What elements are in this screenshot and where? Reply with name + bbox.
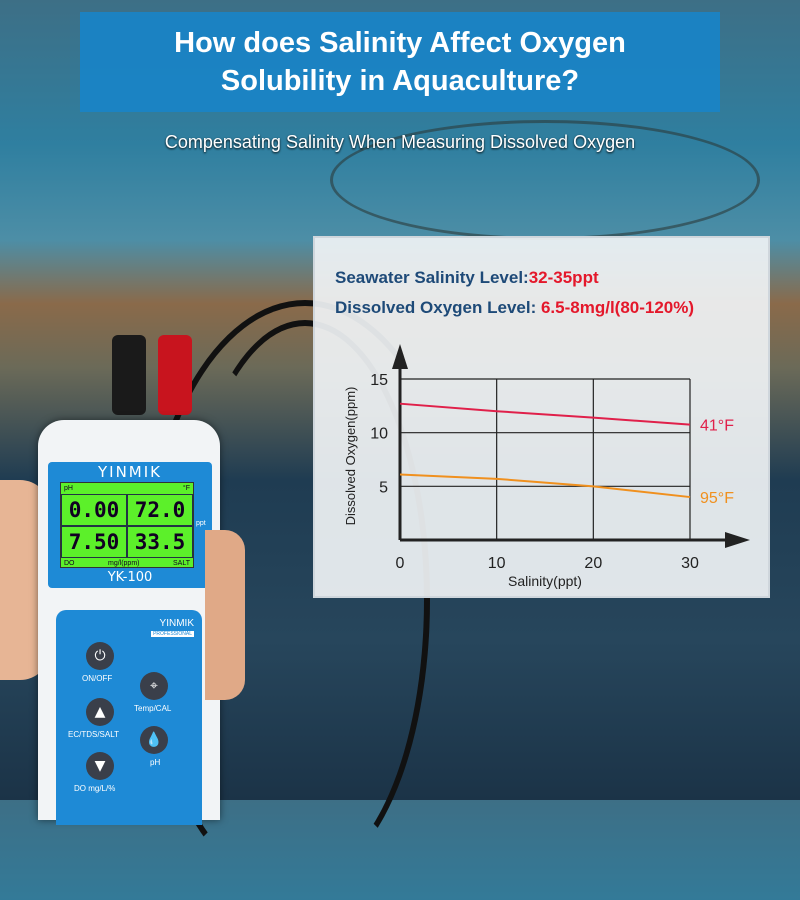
do-salinity-chart: 41°F 95°F 0 10 20 30 5 10 15 Salinity(ppt) Disso… (343, 344, 750, 589)
keypad: YINMIK PROFESSIONAL ⏻ ON/OFF ⌖ Temp/CAL … (56, 610, 202, 825)
fingers (205, 530, 245, 700)
button-label: ON/OFF (82, 674, 113, 683)
display-panel: YINMIK pH °F 0.00 72.0 7.50 33.5 DO mg/l… (48, 462, 212, 588)
x-axis-label: Salinity(ppt) (508, 573, 582, 589)
salinity-value: 32-35ppt (528, 268, 599, 287)
lcd-label: pH (64, 485, 73, 492)
do-value: 6.5-8mg/l(80-120%) (540, 298, 695, 317)
lcd-bottom-labels: DO mg/l(ppm) SALT (61, 558, 193, 569)
ph-button[interactable]: 💧 (140, 726, 168, 754)
lcd-label: DO (64, 560, 75, 567)
page-title: How does Salinity Affect Oxygen Solubili… (174, 27, 626, 97)
y-tick-label: 10 (370, 426, 388, 443)
salt-reading: 33.5 (127, 526, 193, 558)
probe-connector (158, 335, 192, 415)
x-tick-label: 30 (681, 555, 699, 572)
lcd-readings: 0.00 72.0 7.50 33.5 (61, 494, 193, 558)
y-tick-label: 15 (370, 372, 388, 389)
lcd-screen: pH °F 0.00 72.0 7.50 33.5 DO mg/l(ppm) S… (60, 482, 194, 568)
x-tick-label: 20 (584, 555, 602, 572)
probe-cable (180, 320, 430, 880)
subtitle: Compensating Salinity When Measuring Dis… (164, 132, 636, 152)
do-label: Dissolved Oxygen Level: (335, 298, 541, 317)
series-line (399, 402, 691, 426)
x-tick-label: 0 (396, 555, 405, 572)
model-label: YK-100 (107, 570, 153, 585)
temp-reading: 72.0 (127, 494, 193, 526)
series-label: 41°F (700, 418, 734, 435)
droplet-icon: 💧 (145, 732, 163, 748)
brand-logo-small: YINMIK (159, 618, 194, 629)
button-label: EC/TDS/SALT (68, 730, 119, 739)
triangle-down-icon: ▼ (94, 758, 106, 774)
professional-tag: PROFESSIONAL (151, 631, 194, 637)
crosshair-icon: ⌖ (150, 678, 158, 694)
brand-logo: YINMIK (97, 463, 162, 481)
salinity-info: Seawater Salinity Level:32-35ppt (335, 268, 599, 288)
button-label: Temp/CAL (134, 704, 172, 713)
lcd-label: SALT (172, 560, 190, 567)
y-tick-label: 5 (379, 479, 388, 496)
series-label: 95°F (700, 490, 734, 507)
series-line (399, 473, 691, 499)
salinity-label: Seawater Salinity Level: (335, 268, 529, 287)
meter-device: YINMIK pH °F 0.00 72.0 7.50 33.5 DO mg/l… (38, 420, 220, 825)
y-axis-arrow (392, 344, 408, 369)
x-axis-arrow (725, 532, 750, 548)
chart-panel: Seawater Salinity Level:32-35ppt Dissolv… (313, 236, 770, 598)
temp-cal-button[interactable]: ⌖ (140, 672, 168, 700)
do-info: Dissolved Oxygen Level: 6.5-8mg/l(80-120… (335, 298, 694, 318)
y-axis-label: Dissolved Oxygen(ppm) (343, 387, 358, 526)
lcd-label: ppt (196, 520, 206, 527)
button-label: DO mg/L/% (74, 784, 116, 793)
button-label: pH (150, 758, 161, 767)
x-tick-label: 10 (488, 555, 506, 572)
down-button[interactable]: ▼ (86, 752, 114, 780)
power-icon: ⏻ (94, 648, 106, 664)
lcd-top-labels: pH °F (61, 483, 193, 494)
ph-reading: 0.00 (61, 494, 127, 526)
do-reading: 7.50 (61, 526, 127, 558)
title-banner: How does Salinity Affect Oxygen Solubili… (80, 12, 720, 112)
power-button[interactable]: ⏻ (86, 642, 114, 670)
lcd-label: °F (182, 485, 190, 492)
probe-connector (112, 335, 146, 415)
lcd-label: mg/l(ppm) (107, 560, 140, 567)
up-button[interactable]: ▲ (86, 698, 114, 726)
triangle-up-icon: ▲ (94, 704, 106, 720)
